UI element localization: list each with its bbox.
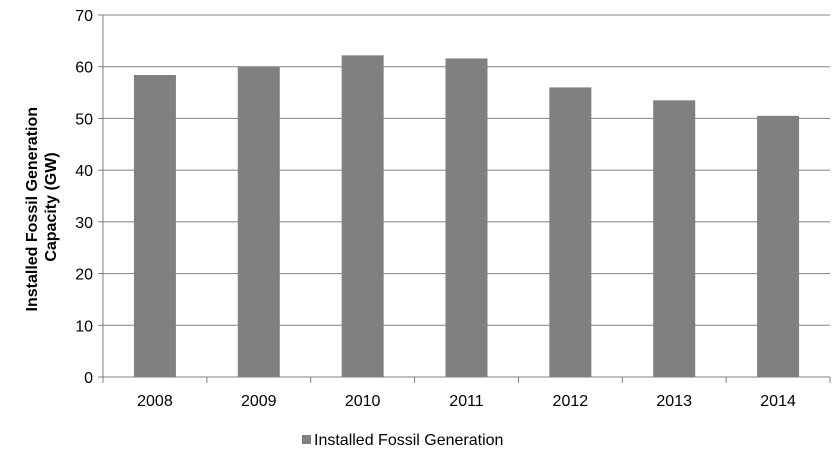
bar-2009: [237, 66, 280, 377]
y-tick-label: 0: [84, 370, 93, 387]
bars: [133, 55, 800, 378]
y-tick-label: 60: [75, 60, 93, 77]
x-tick-label: 2012: [553, 393, 589, 410]
bar-2008: [133, 74, 176, 377]
x-tick-label: 2009: [241, 393, 277, 410]
y-tick-labels: 0 10 20 30 40 50 60 70: [75, 8, 93, 387]
y-tick-label: 40: [75, 163, 93, 180]
legend-label: Installed Fossil Generation: [314, 432, 503, 449]
bar-2010: [341, 55, 384, 377]
y-tick-label: 70: [75, 8, 93, 25]
x-tick-labels: 2008 2009 2010 2011 2012 2013 2014: [137, 393, 796, 410]
bar-2011: [445, 58, 488, 377]
y-tick-label: 30: [75, 215, 93, 232]
y-tick-label: 50: [75, 111, 93, 128]
x-tick-label: 2014: [760, 393, 796, 410]
bar-2014: [757, 115, 800, 377]
legend: Installed Fossil Generation: [302, 432, 503, 449]
legend-swatch: [302, 435, 311, 444]
bar-2012: [549, 87, 592, 378]
bar-2013: [653, 100, 696, 377]
y-axis-title-line-2: Capacity (GW): [43, 152, 60, 261]
x-tick-label: 2013: [656, 393, 692, 410]
y-tick-label: 10: [75, 318, 93, 335]
x-tick-label: 2010: [345, 393, 381, 410]
y-tick-label: 20: [75, 267, 93, 284]
y-axis-title-line-1: Installed Fossil Generation: [24, 107, 41, 312]
y-axis-title: Installed Fossil Generation Capacity (GW…: [24, 103, 60, 312]
x-tick-label: 2008: [137, 393, 173, 410]
x-tick-label: 2011: [449, 393, 484, 410]
axes: [98, 14, 831, 383]
